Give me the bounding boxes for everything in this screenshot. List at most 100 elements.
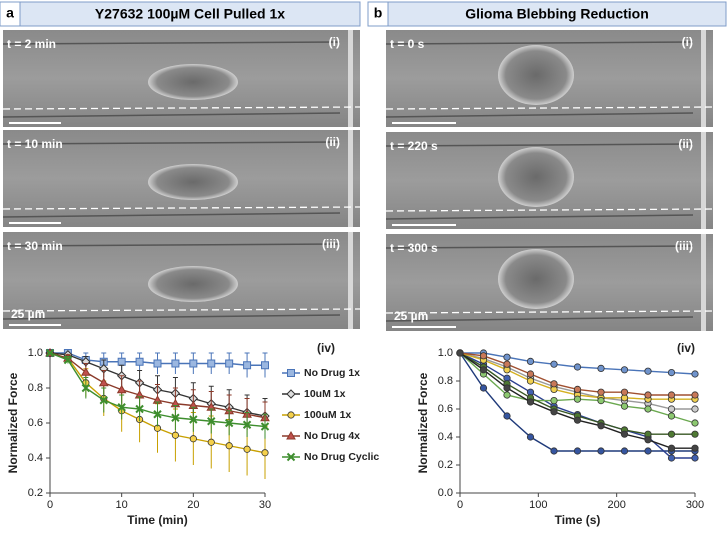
marker [691,454,699,462]
marker [620,430,629,438]
panel-title: Y27632 100µM Cell Pulled 1x [95,6,285,22]
marker [691,405,699,413]
marker [620,402,629,410]
y-tick-label: 0.6 [28,417,43,429]
y-tick-label: 0.2 [28,487,43,499]
time-label: t = 0 s [390,37,425,51]
channel-wall [2,112,341,118]
marker [479,352,488,360]
marker [479,384,488,392]
header-bar [19,1,361,27]
marker [286,452,296,462]
marker [260,422,270,431]
legend-label: No Drug 4x [304,430,360,442]
marker [98,377,109,387]
marker [620,388,629,396]
channel-wall [385,316,694,322]
marker [171,431,180,439]
marker [243,445,251,453]
marker [550,396,558,405]
marker [550,360,558,368]
dashed-marker [2,206,361,210]
image-label: (i) [329,35,340,49]
y-tick-label: 0.8 [28,382,43,394]
channel-wall [2,41,341,45]
panel-letter-box [367,1,389,27]
legend-label: 100uM 1x [304,409,351,421]
marker [597,364,605,372]
cell [498,249,574,309]
image-label: (iii) [322,237,340,251]
marker [644,447,652,455]
marker [261,361,269,370]
y-axis-label: Normalized Force [6,372,20,473]
channel-wall [385,41,694,45]
marker [573,416,582,424]
panel-label: (iv) [677,341,695,355]
header-bar [387,1,727,27]
marker [189,435,197,443]
marker [117,357,126,366]
marker [667,391,676,399]
marker [224,418,234,428]
pipette [701,234,706,331]
marker [63,355,73,365]
marker [550,408,558,416]
panel-letter: b [374,5,383,21]
marker [207,438,215,446]
marker [644,391,652,399]
image-label: (iii) [675,239,693,253]
x-tick-label: 10 [116,499,128,511]
marker [171,413,180,422]
x-tick-label: 0 [457,499,463,511]
pipette [701,30,706,127]
marker [135,404,144,414]
marker [597,422,605,430]
y-tick-label: 0.4 [438,431,453,443]
dashed-marker [2,308,361,312]
marker [225,442,233,450]
marker [667,454,676,462]
channel-wall [385,214,694,220]
marker [45,348,55,358]
marker [597,447,605,455]
y-tick-label: 1.0 [438,347,453,359]
marker [691,430,699,438]
marker [456,349,464,357]
marker [225,359,234,368]
time-label: t = 300 s [390,241,438,255]
marker [644,436,652,444]
marker [207,359,216,368]
marker [287,369,295,377]
cell [498,45,574,105]
x-tick-label: 200 [607,499,625,511]
marker [117,403,126,412]
legend-label: No Drug Cyclic [304,451,379,463]
marker [691,391,699,399]
marker [526,370,535,378]
image-label: (ii) [325,135,340,149]
marker [81,383,91,393]
marker [573,395,582,403]
image-label: (ii) [678,137,693,151]
marker [691,370,699,378]
time-label: t = 220 s [390,139,438,153]
marker [503,360,511,368]
marker [153,410,162,419]
marker [691,444,699,452]
marker [597,396,605,405]
marker [207,417,216,426]
marker [667,430,676,438]
y-tick-label: 0.8 [438,375,453,387]
marker [189,359,198,368]
x-tick-label: 20 [187,499,199,511]
y-tick-label: 0.6 [438,403,453,415]
y-tick-label: 0.2 [438,459,453,471]
x-axis-label: Time (min) [127,513,187,527]
marker [597,388,605,396]
scale-label: 25 µm [11,307,45,321]
marker [503,391,511,399]
marker [286,389,296,399]
marker [644,367,652,375]
